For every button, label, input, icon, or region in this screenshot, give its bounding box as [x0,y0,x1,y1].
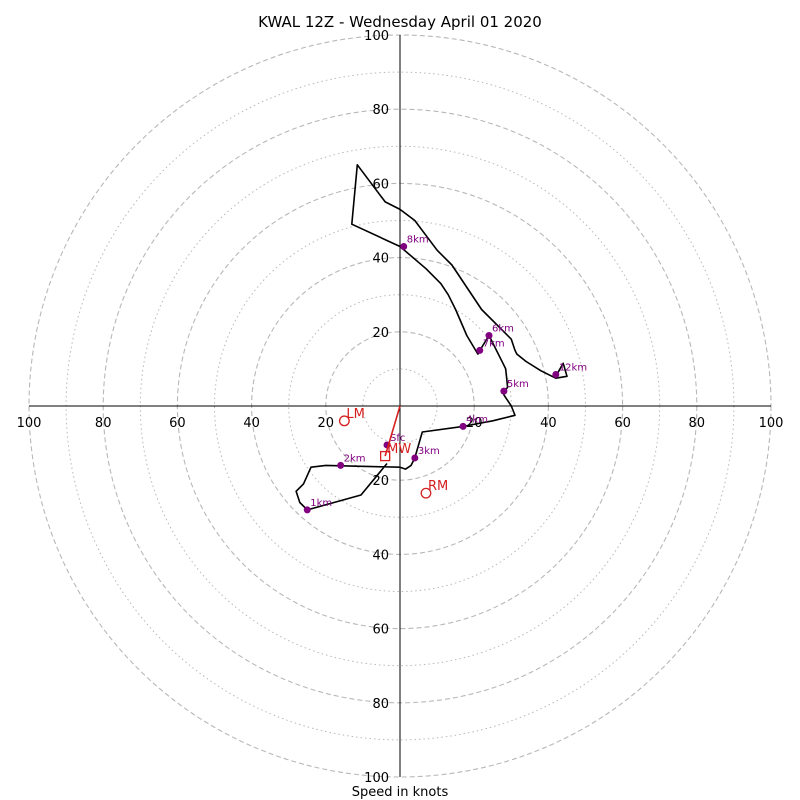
height-point [303,506,311,514]
height-point [500,387,508,395]
height-point [337,461,345,469]
motion-markers: LM RM MW [338,405,448,499]
height-label: 7km [483,338,505,349]
height-label: 5km [507,379,529,390]
tick-label-up: 80 [372,103,389,118]
height-point [411,454,419,462]
tick-label-up: 60 [372,177,389,192]
tick-label-right: 80 [689,416,706,431]
height-label: 8km [407,234,429,245]
tick-label-up: 20 [372,326,389,341]
tick-label-down: 80 [372,697,389,712]
height-point [400,242,408,250]
tick-label-down: 60 [372,623,389,638]
height-point [476,346,484,354]
motion-label: RM [428,479,448,494]
motion-marker [420,487,432,499]
tick-label-down: 20 [372,474,389,489]
height-label: 6km [492,324,514,335]
tick-label-right: 40 [540,416,557,431]
motion-marker [338,415,350,427]
hodograph-series: Sfc 1km 2km 3km 4km 5km 6km 7km 8km 12km [295,164,587,514]
tick-label-left: 40 [243,416,260,431]
motion-label: MW [387,442,411,457]
tick-label-down: 40 [372,548,389,563]
storm-motion-vector [384,405,401,457]
x-axis-label: Speed in knots [352,785,449,800]
tick-label-left: 60 [169,416,186,431]
tick-label-right: 100 [759,416,784,431]
height-label: 3km [418,446,440,457]
tick-label-down: 100 [364,771,389,786]
height-label: 12km [559,362,587,373]
motion-label: LM [346,407,364,422]
height-label: Sfc [390,433,405,444]
tick-label-left: 20 [318,416,335,431]
height-point [485,332,493,340]
height-point [552,370,560,378]
height-label: 4km [466,414,488,425]
tick-label-up: 40 [372,252,389,267]
chart-title: KWAL 12Z - Wednesday April 01 2020 [258,13,542,31]
height-label: 1km [310,498,332,509]
height-point [459,422,467,430]
tick-label-up: 100 [364,29,389,44]
hodograph-line [295,164,568,511]
tick-label-left: 80 [95,416,112,431]
tick-label-right: 60 [614,416,631,431]
mean-wind-marker [380,450,391,462]
tick-label-left: 100 [17,416,42,431]
height-label: 2km [344,453,366,464]
